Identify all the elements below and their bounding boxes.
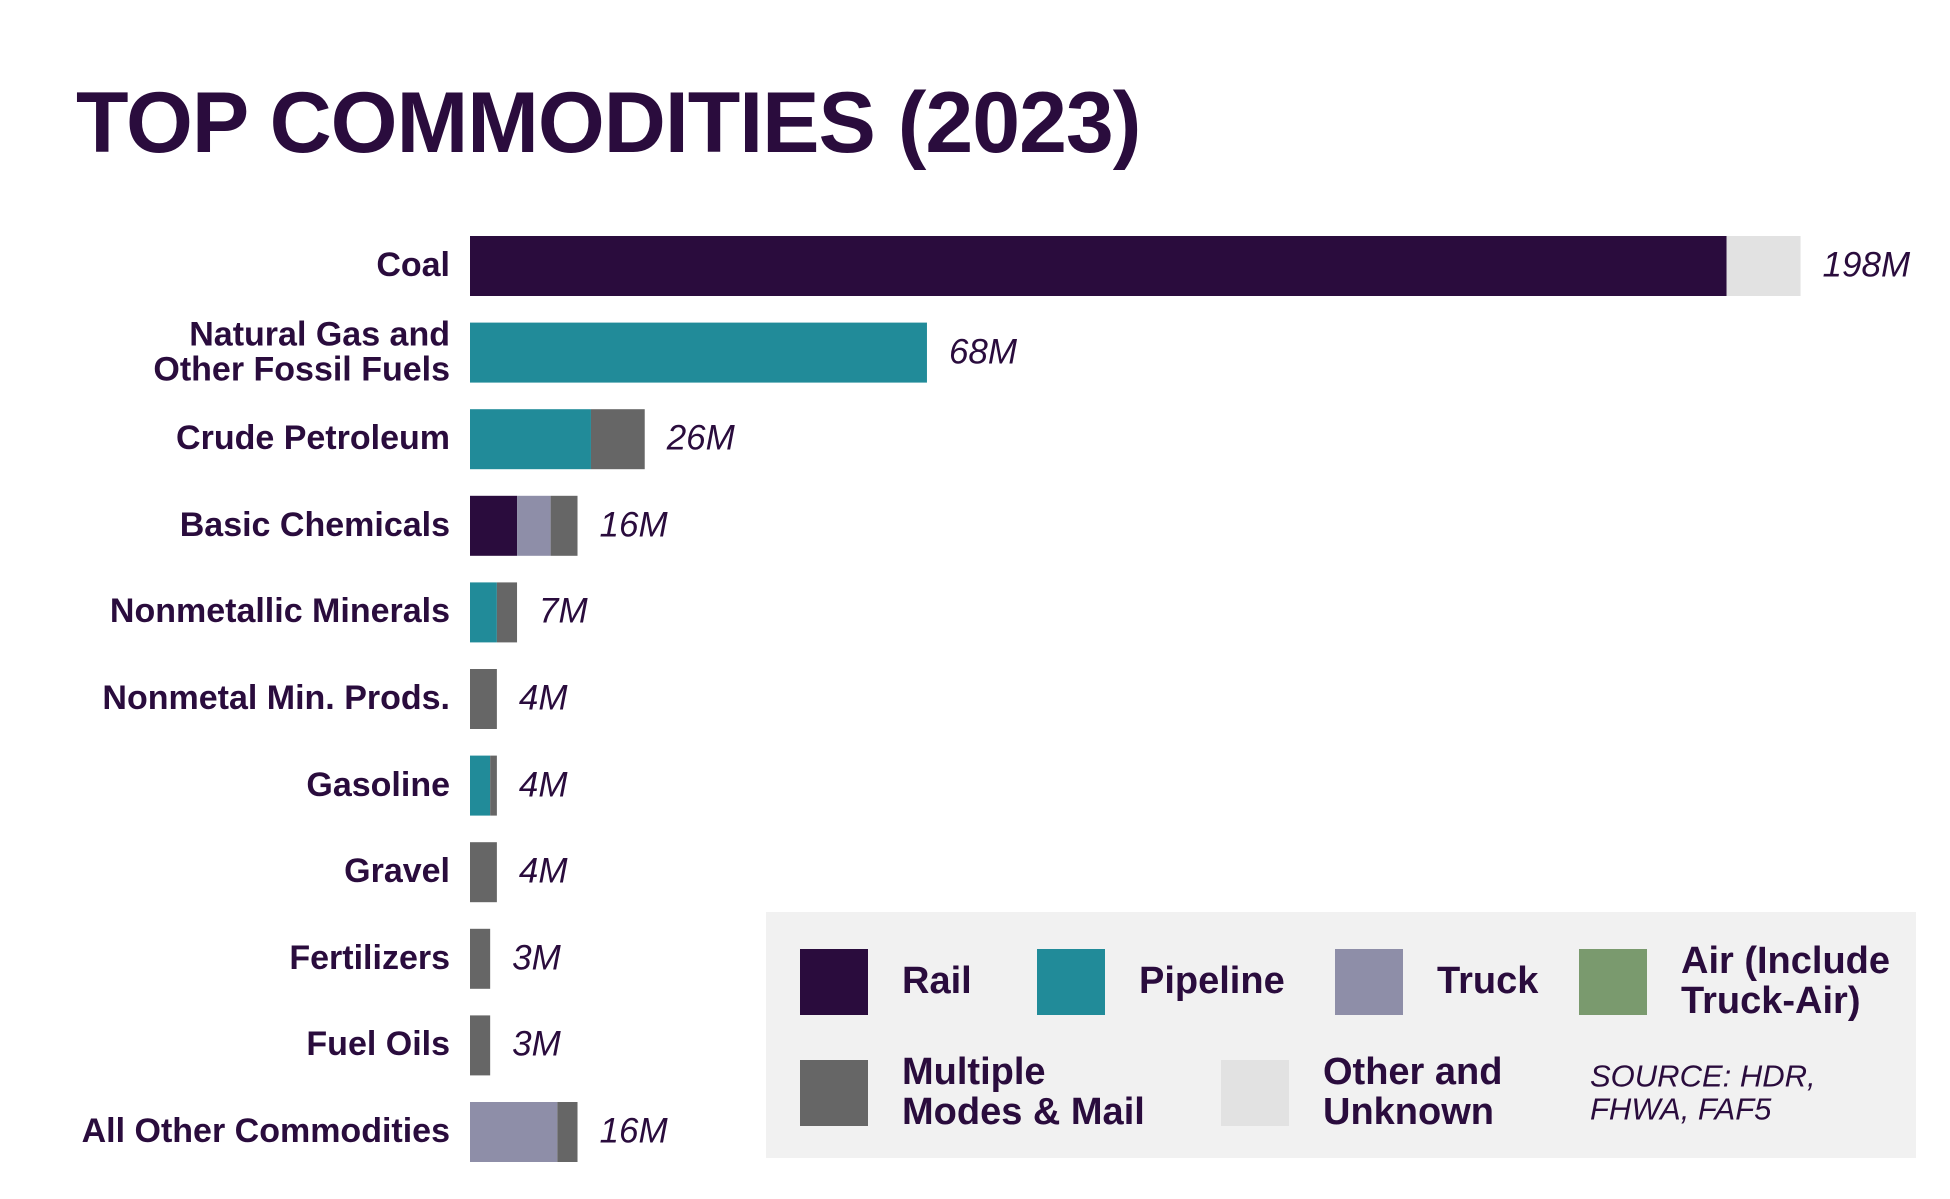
legend-label: Truck xyxy=(1437,960,1539,1003)
bar-segment xyxy=(470,236,1727,296)
category-label: Nonmetal Min. Prods. xyxy=(102,679,450,718)
value-label: 68M xyxy=(948,332,1018,372)
bar-segment xyxy=(517,495,551,556)
value-label: 7M xyxy=(539,592,588,632)
value-label: 4M xyxy=(518,678,568,718)
bar-segment xyxy=(557,1102,578,1162)
bar-segment xyxy=(470,669,497,729)
legend-label: Other and Unknown xyxy=(1323,1051,1503,1133)
category-label: All Other Commodities xyxy=(81,1112,450,1151)
bar-segment xyxy=(470,322,927,383)
bar-segment xyxy=(470,582,497,643)
value-label: 3M xyxy=(512,938,561,978)
legend-swatch xyxy=(1037,949,1105,1015)
value-label: 198M xyxy=(1822,245,1911,285)
legend: Rail Pipeline Truck Air (Include Truck-Air)… xyxy=(766,912,1916,1158)
bar-segment xyxy=(470,1102,558,1162)
legend-swatch xyxy=(800,1060,868,1126)
value-label: 4M xyxy=(518,851,568,891)
bar-segment xyxy=(550,495,578,556)
bar-segment xyxy=(490,755,497,816)
category-label: Natural Gas and Other Fossil Fuels xyxy=(153,314,450,389)
legend-label: Multiple Modes & Mail xyxy=(902,1051,1145,1133)
category-label: Coal xyxy=(376,246,450,285)
bar-segment xyxy=(470,1015,491,1076)
value-label: 26M xyxy=(666,418,735,458)
category-label: Gasoline xyxy=(306,765,450,804)
category-label: Basic Chemicals xyxy=(179,505,450,544)
category-label: Nonmetallic Minerals xyxy=(109,592,450,631)
bar-segment xyxy=(496,582,518,643)
legend-label: Rail xyxy=(902,960,972,1003)
bar-segment xyxy=(1726,236,1801,296)
category-label: Gravel xyxy=(344,852,450,891)
value-label: 16M xyxy=(599,505,668,545)
legend-swatch xyxy=(800,949,868,1015)
legend-label: Pipeline xyxy=(1139,960,1285,1003)
legend-swatch xyxy=(1579,949,1647,1015)
category-label: Fertilizers xyxy=(289,938,450,977)
value-label: 3M xyxy=(512,1025,561,1065)
category-label: Crude Petroleum xyxy=(176,419,450,458)
bar-segment xyxy=(470,842,497,903)
bar-segment xyxy=(470,409,591,470)
category-label: Fuel Oils xyxy=(306,1025,450,1064)
bar-segment xyxy=(590,409,645,470)
legend-swatch xyxy=(1335,949,1403,1015)
chart-title: TOP COMMODITIES (2023) xyxy=(76,75,1141,171)
legend-swatch xyxy=(1221,1060,1289,1126)
source-note: SOURCE: HDR, FHWA, FAF5 xyxy=(1590,1058,1816,1126)
bar-segment xyxy=(470,495,518,556)
bar-segment xyxy=(470,928,491,989)
value-label: 4M xyxy=(518,765,568,805)
bar-segment xyxy=(470,755,491,816)
legend-label: Air (Include Truck-Air) xyxy=(1681,940,1891,1022)
value-label: 16M xyxy=(599,1111,668,1151)
